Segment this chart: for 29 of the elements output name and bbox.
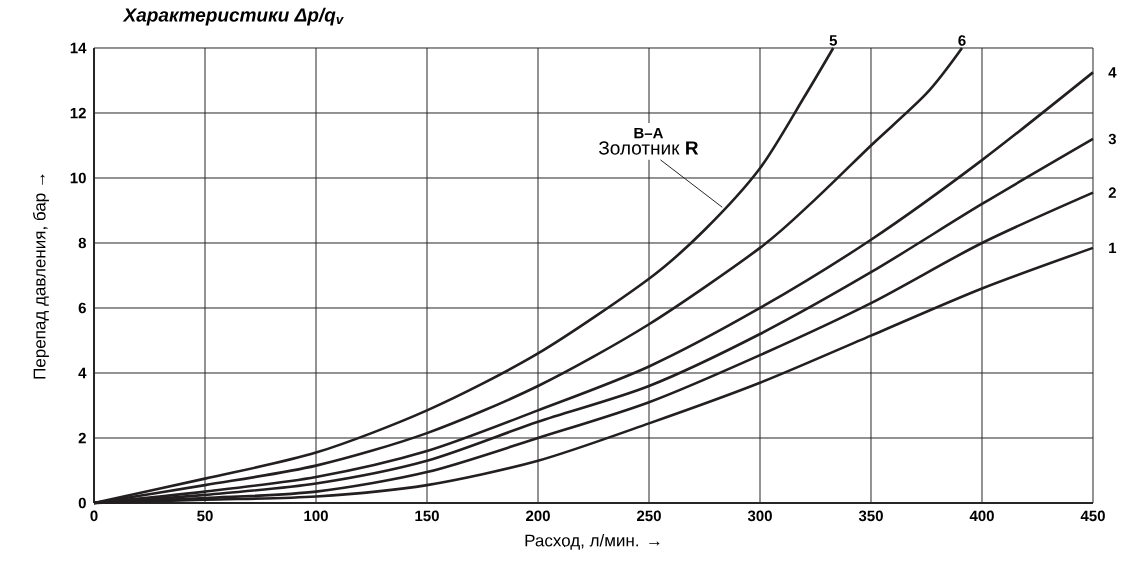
- y-tick-label: 10: [70, 172, 86, 184]
- x-axis-title: Расход, л/мин. →: [525, 534, 660, 550]
- x-tick-label: 350: [858, 510, 883, 522]
- series-label: 1: [1109, 242, 1117, 254]
- y-tick-label: 0: [78, 497, 86, 509]
- y-tick-label: 4: [78, 367, 87, 379]
- x-tick-label: 400: [969, 510, 994, 522]
- x-tick-label: 200: [526, 510, 550, 522]
- series-label: 2: [1108, 187, 1116, 198]
- x-tick-label: 0: [90, 510, 98, 522]
- series-label: 5: [829, 35, 838, 46]
- series-label: 6: [958, 35, 966, 46]
- y-tick-label: 6: [78, 302, 86, 314]
- annotation: B–A: [634, 127, 664, 139]
- x-tick-label: 150: [415, 510, 439, 522]
- series-label: 3: [1108, 133, 1116, 145]
- y-tick-label: 12: [70, 107, 86, 119]
- x-tick-label: 50: [197, 510, 213, 522]
- x-tick-label: 300: [747, 510, 772, 522]
- x-tick-label: 450: [1080, 510, 1105, 522]
- y-tick-label: 2: [78, 432, 86, 444]
- y-axis-title: Перепад давления, бар →: [32, 174, 49, 379]
- x-tick-label: 100: [304, 510, 328, 522]
- series-label: 4: [1108, 67, 1117, 78]
- annotation: Золотник R: [598, 141, 699, 155]
- y-tick-label: 14: [70, 42, 87, 54]
- y-tick-label: 8: [78, 237, 87, 249]
- chart-title: Характеристики Δp/q$_{v}$: [122, 7, 344, 26]
- x-tick-label: 250: [637, 510, 661, 522]
